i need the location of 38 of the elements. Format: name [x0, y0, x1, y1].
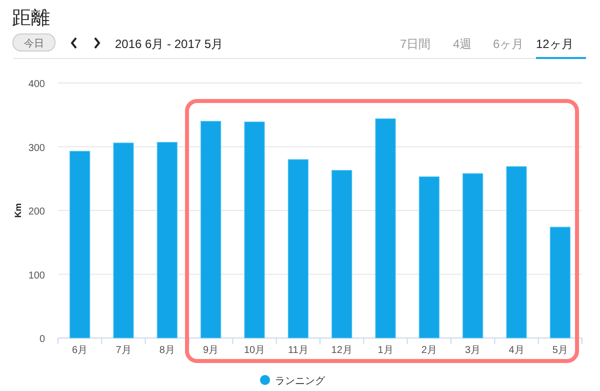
- text: 12ヶ月: [536, 37, 574, 51]
- x-tick-label: 7月: [116, 345, 132, 356]
- text: 6ヶ月: [493, 37, 524, 51]
- bar: [288, 159, 308, 338]
- legend-label: ランニング: [275, 376, 326, 387]
- x-tick-label: 5月: [552, 345, 568, 356]
- y-tick-label: 0: [39, 334, 46, 345]
- x-tick-label: 6月: [72, 345, 88, 356]
- x-tick-label: 3月: [465, 345, 481, 356]
- text: 4週: [453, 37, 472, 51]
- y-tick-label: 200: [28, 206, 46, 218]
- bar: [332, 170, 352, 338]
- x-tick-label: 8月: [159, 345, 175, 356]
- y-tick-label: 400: [28, 79, 46, 90]
- x-tick-label: 11月: [288, 345, 308, 356]
- bar: [550, 226, 570, 338]
- y-tick-label: 300: [28, 142, 46, 154]
- x-tick-label: 10月: [244, 345, 266, 356]
- bar: [375, 118, 396, 338]
- chart-subtitle: 2016 6月 - 2017 5月: [115, 37, 224, 51]
- bar: [113, 142, 134, 338]
- bar: [418, 176, 440, 338]
- chart-title: 距離: [12, 8, 50, 29]
- x-tick-label: 9月: [203, 345, 219, 356]
- bar: [244, 122, 265, 338]
- text: 今日: [24, 38, 44, 50]
- text: 7日間: [400, 37, 431, 51]
- x-tick-label: 4月: [508, 345, 524, 356]
- y-axis-title: Km: [13, 203, 23, 218]
- bar: [200, 120, 222, 338]
- y-tick-label: 100: [28, 270, 46, 282]
- bar: [506, 166, 527, 338]
- bar: [462, 173, 484, 338]
- x-tick-label: 1月: [378, 345, 394, 356]
- bar: [156, 142, 178, 338]
- x-tick-label: 2月: [421, 345, 437, 356]
- bar: [70, 150, 90, 338]
- x-tick-label: 12月: [331, 345, 352, 356]
